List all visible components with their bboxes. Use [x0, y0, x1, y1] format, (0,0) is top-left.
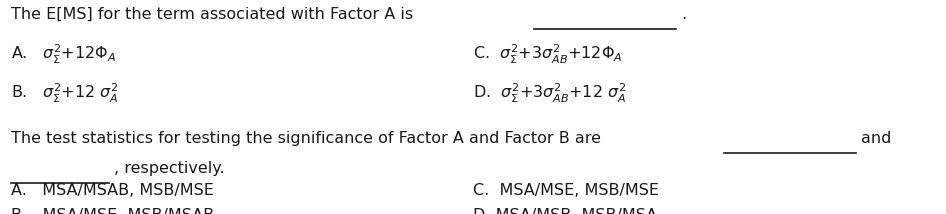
- Text: The test statistics for testing the significance of Factor A and Factor B are: The test statistics for testing the sign…: [11, 131, 602, 146]
- Text: D. MSA/MSB, MSB/MSA: D. MSA/MSB, MSB/MSA: [473, 208, 657, 214]
- Text: .: .: [681, 7, 686, 22]
- Text: and: and: [861, 131, 891, 146]
- Text: , respectively.: , respectively.: [114, 161, 224, 176]
- Text: D.  $\sigma^2_\Sigma$+3$\sigma^2_{AB}$+12 $\sigma^2_A$: D. $\sigma^2_\Sigma$+3$\sigma^2_{AB}$+12…: [473, 82, 626, 105]
- Text: C.  MSA/MSE, MSB/MSE: C. MSA/MSE, MSB/MSE: [473, 183, 659, 198]
- Text: B.   $\sigma^2_\Sigma$+12 $\sigma^2_A$: B. $\sigma^2_\Sigma$+12 $\sigma^2_A$: [11, 82, 119, 105]
- Text: C.  $\sigma^2_\Sigma$+3$\sigma^2_{AB}$+12$\Phi_A$: C. $\sigma^2_\Sigma$+3$\sigma^2_{AB}$+12…: [473, 43, 622, 66]
- Text: A.   MSA/MSAB, MSB/MSE: A. MSA/MSAB, MSB/MSE: [11, 183, 214, 198]
- Text: B.   MSA/MSE, MSB/MSAB: B. MSA/MSE, MSB/MSAB: [11, 208, 215, 214]
- Text: A.   $\sigma^2_\Sigma$+12$\Phi_A$: A. $\sigma^2_\Sigma$+12$\Phi_A$: [11, 43, 116, 66]
- Text: The E[MS] for the term associated with Factor A is: The E[MS] for the term associated with F…: [11, 7, 413, 22]
